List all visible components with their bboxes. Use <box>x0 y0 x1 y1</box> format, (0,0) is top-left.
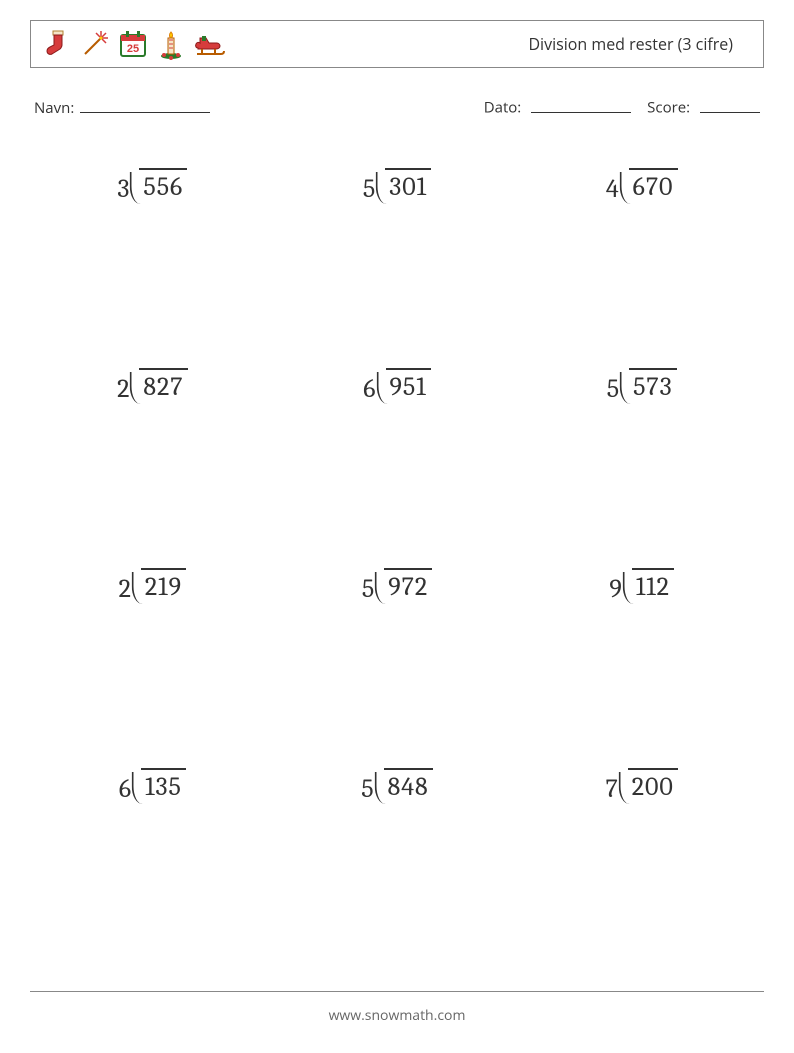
dividend: 972 <box>384 568 432 602</box>
name-label: Navn: <box>34 98 74 118</box>
division-problem: 2827 <box>117 368 187 402</box>
dividend: 827 <box>139 368 187 402</box>
dividend: 200 <box>628 768 678 802</box>
firework-icon <box>79 28 111 60</box>
info-row: Navn: Dato: Score: <box>30 96 764 118</box>
footer-rule <box>30 991 764 992</box>
footer: www.snowmath.com <box>0 991 794 1025</box>
division-problem: 2219 <box>119 568 186 602</box>
score-blank[interactable] <box>700 96 760 113</box>
division-problem: 5301 <box>363 168 431 202</box>
division-problem: 5 848 <box>361 768 432 802</box>
dividend: 301 <box>385 168 431 202</box>
sleigh-icon <box>193 28 225 60</box>
division-problem: 3556 <box>117 168 187 202</box>
division-problem: 6 951 <box>363 368 430 402</box>
divisor: 4 <box>606 174 621 202</box>
divisor: 9 <box>609 574 623 602</box>
divisor: 5 <box>361 774 375 802</box>
candle-icon <box>155 28 187 60</box>
division-problem: 9 112 <box>609 568 674 602</box>
divisor: 7 <box>605 774 619 802</box>
calendar-icon: 25 <box>117 28 149 60</box>
problems-grid: 3556 5301 4670 2827 6951 5573 2219 5972 … <box>30 168 764 968</box>
dividend: 573 <box>629 368 677 402</box>
header: 25 Division med rester (3 cifre) <box>30 20 764 68</box>
dividend: 670 <box>629 168 678 202</box>
worksheet-title: Division med rester (3 cifre) <box>528 33 733 55</box>
dividend: 951 <box>386 368 431 402</box>
dividend: 135 <box>141 768 186 802</box>
division-problem: 4 670 <box>606 168 678 202</box>
date-label: Dato: <box>484 98 522 118</box>
name-blank[interactable] <box>80 96 210 113</box>
header-icons: 25 <box>41 28 225 60</box>
division-problem: 7 200 <box>605 768 677 802</box>
divisor: 6 <box>363 374 377 402</box>
dividend: 219 <box>141 568 186 602</box>
dividend: 112 <box>632 568 674 602</box>
dividend: 848 <box>384 768 433 802</box>
score-label: Score: <box>647 98 690 118</box>
division-problem: 5573 <box>607 368 677 402</box>
svg-text:25: 25 <box>127 43 139 55</box>
date-blank[interactable] <box>531 96 631 113</box>
division-problem: 5972 <box>362 568 432 602</box>
footer-text: www.snowmath.com <box>329 1006 466 1025</box>
dividend: 556 <box>139 168 187 202</box>
division-problem: 6135 <box>119 768 186 802</box>
stocking-icon <box>41 28 73 60</box>
